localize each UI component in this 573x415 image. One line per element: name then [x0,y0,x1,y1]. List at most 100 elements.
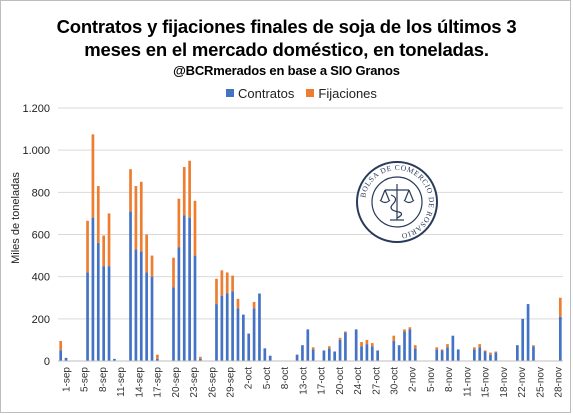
bar-contratos [370,346,374,361]
x-tick-label: 8-sep [98,367,109,392]
bar-contratos [215,304,218,361]
x-tick-label: 11-sep [116,367,127,397]
x-tick-label: 25-nov [535,367,546,398]
bar-fijaciones [408,327,412,330]
y-tick-label: 800 [32,187,50,199]
bar-fijaciones [150,255,154,277]
bar-fijaciones [392,335,396,341]
bar-fijaciones [193,200,197,256]
bar-contratos [220,295,224,361]
bar-fijaciones [182,167,186,216]
bar-contratos [435,349,439,361]
bar-contratos [225,293,229,361]
bar-contratos [177,247,181,361]
bar-fijaciones [91,134,95,218]
x-tick-label: 8-nov [444,367,455,392]
x-tick-label: 28-nov [554,367,565,398]
x-tick-label: 14-sep [134,367,145,398]
bar-contratos [102,266,106,361]
bar-contratos [322,350,326,361]
bar-contratos [263,348,267,361]
bar-contratos [338,339,342,361]
bar-contratos [301,345,304,361]
bar-contratos [408,329,412,361]
x-tick-label: 30-oct [390,367,401,395]
bar-contratos [199,358,202,361]
bar-contratos [327,348,331,361]
legend-item-contratos: Contratos [226,86,294,101]
bar-contratos [107,266,111,361]
x-tick-label: 20-oct [335,367,346,395]
x-tick-label: 8-oct [280,367,291,389]
bolsa-rosario-seal-logo: BOLSA DE COMERCIO DE ROSARIO [356,161,438,243]
bar-fijaciones [172,257,175,288]
bar-contratos [231,291,234,361]
bar-contratos [295,354,299,361]
chart-legend: Contratos Fijaciones [226,85,389,101]
bar-fijaciones [446,344,449,348]
bar-contratos [188,217,191,361]
chart-subtitle: @BCRmerados en base a SIO Granos [173,63,400,78]
x-tick-label: 24-oct [353,367,364,395]
bar-contratos [91,217,95,361]
bar-fijaciones [403,329,406,332]
y-tick-label: 0 [44,356,50,368]
bar-contratos [446,347,449,361]
bar-fijaciones [435,347,439,350]
bar-fijaciones [440,349,444,351]
x-tick-label: 18-nov [499,367,510,398]
chart-title-line1: Contratos y fijaciones finales de soja d… [56,16,517,37]
y-tick-label: 200 [32,314,50,326]
bar-fijaciones [96,186,100,243]
bar-fijaciones [145,234,148,273]
legend-label-contratos: Contratos [238,85,295,101]
bar-fijaciones [236,298,240,309]
bar-contratos [129,211,132,361]
bar-fijaciones [558,297,562,317]
bar-fijaciones [134,186,138,250]
bar-contratos [354,329,358,361]
bar-fijaciones [139,181,143,252]
x-tick-label: 1-sep [62,367,73,392]
y-tick-label: 600 [32,230,50,242]
bar-contratos [311,349,315,361]
bar-fijaciones [532,345,535,347]
bar-contratos [489,354,492,361]
bar-fijaciones [344,331,347,333]
bar-fijaciones [370,343,374,347]
legend-swatch-contratos [226,89,234,97]
bar-fijaciones [177,198,181,248]
bar-fijaciones [102,235,106,267]
bar-contratos [156,358,159,361]
bar-contratos [113,358,116,361]
bar-contratos [558,316,562,361]
bar-contratos [333,351,337,361]
bar-contratos [145,272,148,361]
bar-fijaciones [188,160,191,218]
bar-contratos [182,215,186,361]
bar-contratos [478,347,482,361]
bar-contratos [242,314,245,361]
bar-fijaciones [107,213,111,267]
bar-fijaciones [231,275,234,292]
x-tick-label: 23-sep [189,367,200,398]
bar-fijaciones [156,354,159,359]
bar-contratos [360,346,363,361]
legend-item-fijaciones: Fijaciones [306,86,377,101]
bar-contratos [258,293,261,361]
bar-contratos [365,344,369,361]
bar-contratos [526,304,530,361]
bar-contratos [134,249,138,361]
bar-contratos [483,351,487,361]
y-tick-label: 400 [32,272,50,284]
y-tick-label: 1.200 [22,103,50,115]
bar-contratos [306,329,310,361]
bar-fijaciones [473,347,476,350]
bar-contratos [344,332,347,361]
x-tick-label: 5-nov [426,367,437,392]
bar-fijaciones [360,342,363,347]
legend-swatch-fijaciones [306,89,315,97]
x-tick-label: 26-sep [207,367,218,398]
y-tick-label: 1.000 [22,145,50,157]
